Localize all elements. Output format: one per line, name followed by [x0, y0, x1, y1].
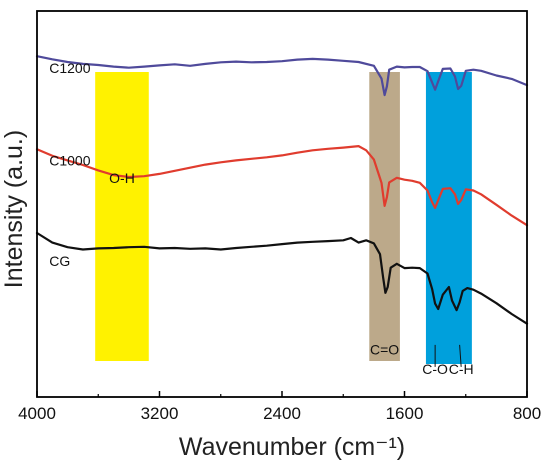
series-line-cg: [35, 231, 529, 325]
x-tick-label-4000: 4000: [18, 404, 56, 423]
y-axis-title: Intensity (a.u.): [0, 130, 28, 288]
series-line-c1000: [35, 145, 529, 227]
series-line-c1200: [35, 55, 529, 97]
band-label-c-h: C-H: [449, 361, 474, 377]
absorption-bands: [95, 72, 472, 364]
series-label-cg: CG: [49, 253, 70, 269]
x-tick-label-2400: 2400: [263, 404, 301, 423]
band-label-c-o: C=O: [370, 342, 399, 358]
x-tick-label-1600: 1600: [386, 404, 424, 423]
x-axis-title: Wavenumber (cm⁻¹): [179, 433, 405, 461]
series-label-c1000: C1000: [49, 152, 90, 168]
x-axis-ticks: 4000 3200 2400 1600 800: [18, 391, 541, 423]
x-tick-label-3200: 3200: [141, 404, 179, 423]
band-c-o: [369, 72, 400, 361]
band-o-h: [95, 72, 149, 361]
band-label-c-o: C-O: [422, 361, 448, 377]
band-c-o-c-h: [425, 72, 472, 364]
c-h-pointer: [459, 344, 462, 367]
series-label-c1200: C1200: [49, 60, 90, 76]
band-labels: O-H C=O C-O C-H: [109, 170, 473, 377]
band-label-o-h: O-H: [109, 170, 135, 186]
series-labels: C1200 C1000 CG: [49, 60, 90, 269]
x-tick-label-800: 800: [513, 404, 541, 423]
spectra-lines: [35, 55, 529, 325]
